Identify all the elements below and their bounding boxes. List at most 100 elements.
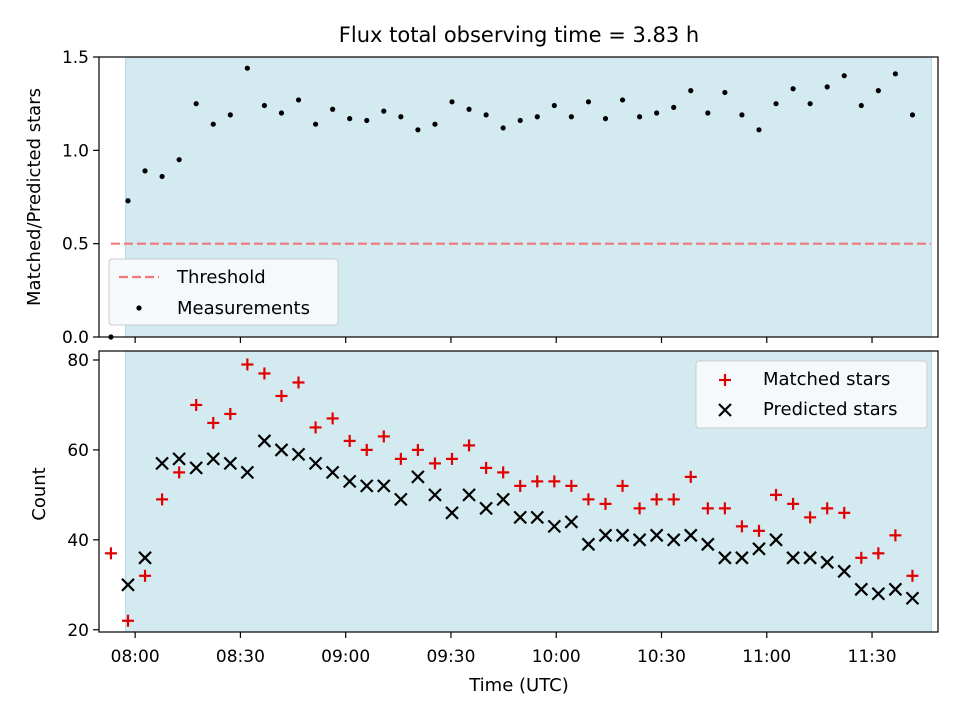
measurement-point	[347, 116, 353, 122]
predicted-point-b	[462, 488, 476, 502]
matched-point	[804, 511, 817, 524]
measurement-point	[534, 114, 540, 120]
measurement-point	[892, 71, 899, 77]
matched-point	[735, 520, 748, 533]
predicted-point-b	[121, 578, 135, 592]
measurement-point	[159, 173, 165, 180]
measurement-point	[756, 127, 762, 133]
predicted-point-b	[496, 492, 510, 507]
predicted-point	[155, 456, 169, 471]
ratio-y-ticks: 0.0 0.5 1.0 1.5	[62, 48, 99, 348]
predicted-point	[905, 591, 920, 606]
measurement-point	[483, 112, 489, 118]
matched-point	[173, 466, 186, 479]
predicted-point	[257, 434, 272, 448]
matched-point	[701, 502, 714, 515]
measurement-point	[807, 101, 813, 107]
predicted-point	[274, 443, 289, 457]
matched-point	[411, 443, 424, 456]
predicted-legend-swatch	[718, 403, 732, 417]
measurement-point	[773, 101, 779, 107]
matched-point	[207, 416, 220, 429]
matched-point	[684, 470, 697, 483]
ratio-legend: Threshold Measurements	[108, 258, 339, 326]
matched-legend-label: Matched stars	[763, 369, 890, 390]
predicted-point	[769, 533, 783, 547]
predicted-point-b	[666, 533, 681, 547]
predicted-point-b	[308, 456, 323, 471]
measurement-point	[193, 101, 199, 107]
predicted-point-b	[820, 555, 834, 570]
predicted-point	[803, 551, 817, 565]
count-panel: 08:00 08:30 09:00 09:30 10:00 10:30 11:00 11:30…	[29, 350, 939, 696]
predicted-point-b	[581, 537, 596, 552]
matched-point	[360, 443, 373, 456]
matched-point	[599, 497, 612, 510]
measurement-point	[654, 110, 660, 116]
measurement-point	[500, 125, 506, 131]
x-tick-label: 08:00	[111, 647, 160, 667]
matched-legend-swatch	[719, 374, 731, 386]
predicted-point-b	[871, 587, 886, 601]
ratio-y-tick-label: 1.5	[62, 48, 89, 68]
predicted-point	[394, 492, 408, 507]
predicted-point-b	[837, 564, 852, 579]
predicted-point-b	[172, 452, 186, 466]
count-scatter	[104, 358, 920, 627]
count-y-tick-label: 20	[67, 621, 89, 641]
predicted-point-b	[257, 434, 272, 448]
predicted-point	[462, 488, 476, 502]
matched-point	[224, 407, 237, 420]
predicted-point-b	[803, 551, 817, 565]
predicted-point	[888, 582, 903, 597]
measurement-point	[449, 99, 455, 105]
predicted-point-b	[752, 542, 766, 556]
ratio-y-axis-label: Matched/Predicted stars	[24, 88, 45, 306]
chart-title: Flux total observing time = 3.83 h	[339, 23, 699, 47]
predicted-point-b	[445, 506, 459, 520]
measurement-point	[739, 112, 745, 118]
predicted-point-b	[718, 551, 732, 565]
matched-point	[752, 524, 765, 537]
predicted-point	[342, 474, 357, 489]
predicted-point	[632, 533, 647, 547]
matched-point	[241, 358, 254, 371]
matched-point	[548, 475, 561, 488]
predicted-point	[377, 479, 391, 493]
predicted-point	[291, 447, 306, 462]
predicted-point-b	[649, 528, 664, 543]
measurement-point	[261, 102, 268, 109]
matched-point	[121, 614, 134, 627]
predicted-point-b	[189, 461, 203, 475]
predicted-point-b	[155, 456, 169, 471]
predicted-point-b	[854, 582, 869, 597]
predicted-point	[786, 551, 800, 565]
measurement-point	[602, 116, 609, 122]
matched-point	[292, 376, 305, 389]
predicted-point	[479, 501, 493, 516]
predicted-point	[564, 515, 579, 529]
matched-point	[343, 434, 356, 447]
predicted-point	[649, 528, 664, 543]
measurement-point	[824, 84, 830, 90]
predicted-point-b	[701, 537, 715, 552]
predicted-point-b	[291, 447, 306, 462]
count-x-ticks: 08:00 08:30 09:00 09:30 10:00 10:30 11:00 11:30	[111, 632, 897, 667]
predicted-point-b	[479, 501, 493, 516]
measurement-point	[398, 114, 404, 120]
predicted-point	[530, 510, 545, 525]
predicted-point	[308, 456, 323, 471]
predicted-point-b	[632, 533, 647, 547]
matched-point	[497, 466, 510, 479]
matched-point	[258, 367, 271, 380]
predicted-point-b	[735, 551, 749, 565]
measurements-legend-swatch	[136, 305, 142, 311]
matched-point	[667, 493, 680, 506]
predicted-point	[428, 488, 442, 502]
predicted-point-b	[905, 591, 920, 606]
predicted-point	[513, 510, 527, 525]
predicted-point	[615, 528, 630, 543]
count-y-ticks: 20 40 60 80	[67, 351, 99, 641]
matched-point	[190, 398, 203, 411]
